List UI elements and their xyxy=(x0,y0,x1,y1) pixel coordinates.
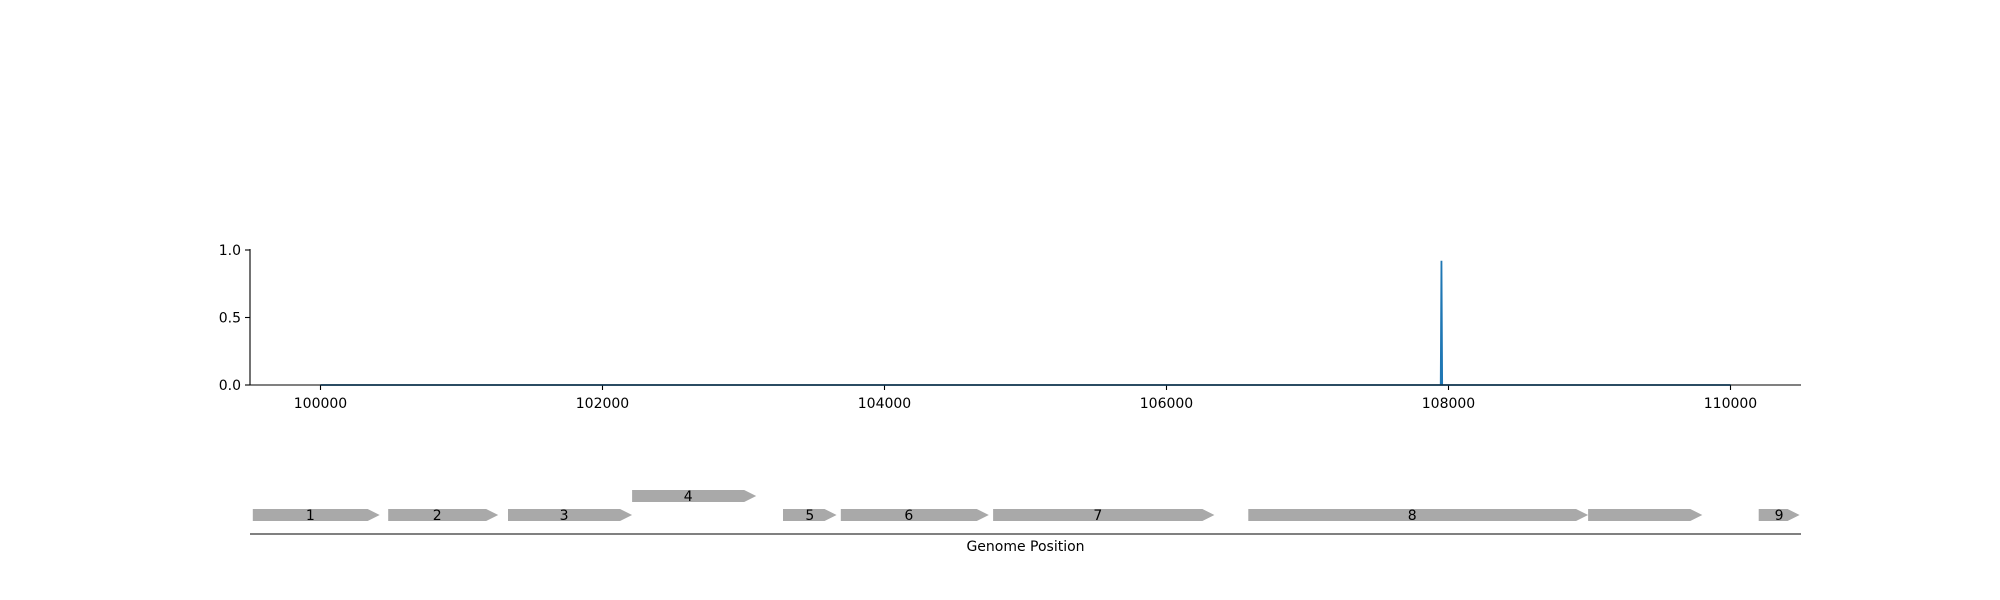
x-tick-label: 110000 xyxy=(1704,396,1757,412)
y-tick-label: 0.0 xyxy=(219,378,241,394)
x-tick-label: 106000 xyxy=(1140,396,1193,412)
gene-label: 7 xyxy=(1093,508,1102,524)
gene-track: 1 2 3 4 5 6 7 8 9 Genome Position xyxy=(250,489,1801,555)
x-tick-label: 104000 xyxy=(858,396,911,412)
gene-arrow xyxy=(993,509,1215,521)
coverage-line xyxy=(320,260,1731,386)
x-tick-label: 108000 xyxy=(1422,396,1475,412)
gene-label: 4 xyxy=(684,489,693,505)
gene-arrow xyxy=(1248,509,1589,521)
plot-ticks: 0.0 0.5 1.0 100000 102000 104000 106000 108000 1… xyxy=(219,243,1757,412)
gene-arrow xyxy=(840,509,989,521)
gene-arrow xyxy=(783,509,837,521)
x-tick-label: 100000 xyxy=(294,396,347,412)
gene-arrow xyxy=(388,509,499,521)
gene-label: 9 xyxy=(1775,508,1784,524)
gene-arrow xyxy=(1588,509,1703,521)
gene-arrow xyxy=(1758,509,1800,521)
gene-label: 6 xyxy=(904,508,913,524)
gene-track-x-axis-label: Genome Position xyxy=(966,539,1084,555)
gene-label: 3 xyxy=(560,508,569,524)
coverage-plot: 0.0 0.5 1.0 100000 102000 104000 106000 108000 1… xyxy=(219,243,1801,412)
x-tick-label: 102000 xyxy=(576,396,629,412)
gene-label: 8 xyxy=(1408,508,1417,524)
y-tick-label: 0.5 xyxy=(219,311,241,327)
gene-arrows: 1 2 3 4 5 6 7 8 9 xyxy=(252,489,1800,524)
gene-label: 5 xyxy=(805,508,814,524)
gene-arrow xyxy=(508,509,633,521)
gene-label: 1 xyxy=(306,508,315,524)
gene-arrow xyxy=(252,509,380,521)
gene-arrow xyxy=(632,490,757,502)
gene-label: 2 xyxy=(433,508,442,524)
plot-series xyxy=(320,260,1731,386)
y-tick-label: 1.0 xyxy=(219,243,241,259)
